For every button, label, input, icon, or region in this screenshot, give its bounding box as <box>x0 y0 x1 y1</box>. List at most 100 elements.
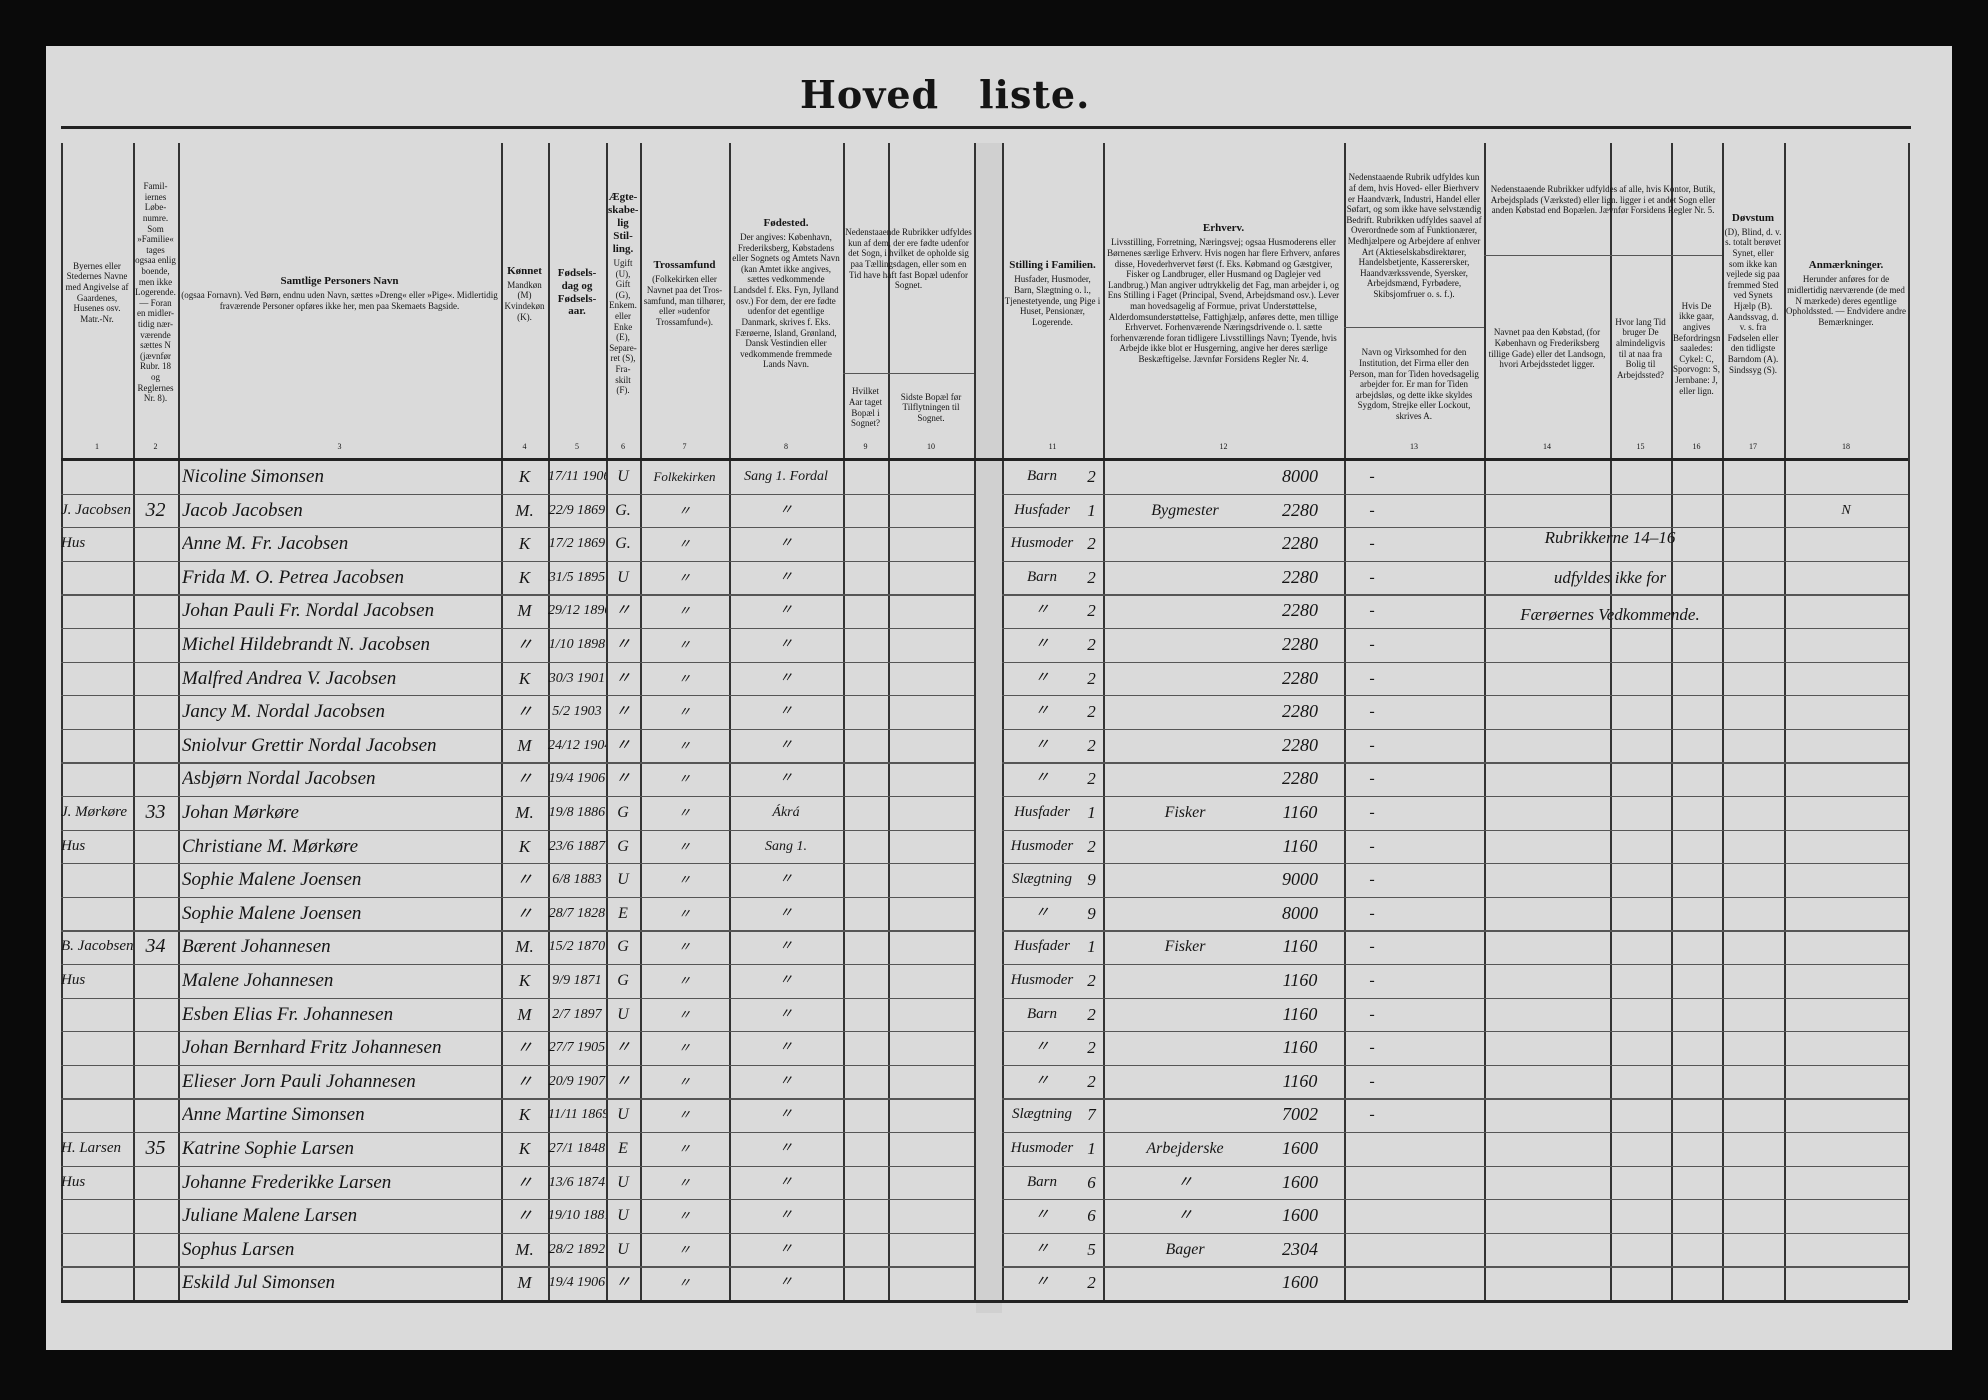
cell-birthplace: 〃 <box>779 670 793 686</box>
column-number: 14 <box>1543 442 1551 451</box>
row-rule <box>1002 628 1908 630</box>
column-header-9: Hvilket Aar taget Bopæl i Sognet? <box>845 377 886 438</box>
cell-faith: 〃 <box>677 805 691 820</box>
cell-born: 22/9 1869 <box>548 502 606 518</box>
column-header-13: Navn og Virksomhed for den Institution, … <box>1346 331 1482 438</box>
page-fold <box>976 143 1002 1313</box>
cell-place: Hus <box>61 535 86 552</box>
cell-remark <box>1784 561 1908 595</box>
cell-faith: 〃 <box>677 939 691 955</box>
row-rule <box>61 964 974 966</box>
cell-name: Malene Johannesen <box>182 970 334 991</box>
cell-faith: 〃 <box>677 1275 691 1291</box>
cell-civil: G. <box>615 535 631 553</box>
cell-remark <box>1784 1132 1908 1166</box>
column-divider <box>1484 143 1486 1300</box>
column-number: 10 <box>927 442 935 451</box>
cell-fam <box>133 729 178 763</box>
cell-fam <box>133 964 178 998</box>
row-rule <box>61 829 974 831</box>
cell-pos_no: 2 <box>1087 735 1096 755</box>
cell-place <box>61 1233 133 1267</box>
cell-civil: 〃 <box>614 736 631 754</box>
cell-position: Barn <box>1027 468 1057 484</box>
column-header-text: (ogsaa Fornavn). Ved Børn, endnu uden Na… <box>181 290 498 311</box>
cell-name: Sophie Malene Joensen <box>182 869 362 891</box>
column-header-text: Der angives: København, Frederiksberg, K… <box>732 232 840 370</box>
column-divider <box>1103 143 1105 1300</box>
column-header-title: Anmærkninger. <box>1808 259 1884 272</box>
cell-fam: 33 <box>145 801 166 823</box>
cell-birthplace: 〃 <box>779 502 793 518</box>
column-divider <box>548 143 550 1300</box>
header-divider <box>1344 327 1484 329</box>
cell-occ_no: 1160 <box>1282 802 1318 822</box>
column-number: 4 <box>522 442 527 451</box>
cell-c13 <box>1344 1166 1400 1200</box>
cell-c13: - <box>1369 468 1375 485</box>
cell-place <box>61 594 133 628</box>
cell-fam: 35 <box>145 1137 166 1159</box>
column-divider <box>843 143 845 1300</box>
table-bottom-rule <box>61 1300 1908 1303</box>
cell-remark <box>1784 1098 1908 1132</box>
cell-name: Malfred Andrea V. Jacobsen <box>182 667 397 689</box>
cell-c13: - <box>1369 1005 1375 1023</box>
column-divider <box>606 143 608 1300</box>
row-rule <box>1002 964 1908 966</box>
row-rule <box>61 930 974 932</box>
cell-faith: 〃 <box>677 502 691 518</box>
cell-faith: 〃 <box>677 1107 691 1123</box>
cell-position: 〃 <box>1034 602 1050 619</box>
column-header-title: Trossamfund <box>653 259 716 272</box>
cell-born: 27/1 1848 <box>548 1141 606 1156</box>
column-divider <box>1784 143 1786 1300</box>
cell-born: 19/4 1906 <box>548 1275 606 1291</box>
column-header-text: Nedenstaaende Rubrik udfyldes kun af dem… <box>1346 172 1482 300</box>
cell-place: Hus <box>61 972 86 988</box>
cell-birthplace: Sang 1. Fordal <box>744 469 828 484</box>
column-number: 5 <box>575 442 579 451</box>
cell-c13: - <box>1369 535 1375 553</box>
column-header-title: Fødested. <box>763 217 809 230</box>
cell-name: Juliane Malene Larsen <box>182 1205 358 1227</box>
column-header-11: Stilling i Familien. Husfader, Husmoder, … <box>1004 147 1101 438</box>
row-rule <box>61 1132 974 1134</box>
cell-name: Johan Mørkøre <box>182 802 299 823</box>
row-rule <box>61 1064 974 1066</box>
cell-pos_no: 1 <box>1087 1139 1096 1158</box>
column-header-text: Ugift (U), Gift (G), Enkem. eller Enke (… <box>609 257 637 396</box>
cell-occupation <box>1110 527 1260 561</box>
cell-c13: - <box>1369 1039 1375 1057</box>
column-number: 8 <box>784 442 788 451</box>
cell-sex: 〃 <box>516 1206 533 1226</box>
row-rule <box>1002 1266 1908 1268</box>
cell-remark <box>1784 1166 1908 1200</box>
column-header-title: Stilling i Familien. <box>1009 259 1096 272</box>
cell-faith: 〃 <box>677 838 691 854</box>
cell-name: Michel Hildebrandt N. Jacobsen <box>182 634 431 655</box>
column-divider <box>1908 143 1910 1300</box>
cell-birthplace: 〃 <box>779 603 793 619</box>
cell-occupation <box>1110 460 1260 494</box>
cell-occupation: Bager <box>1165 1240 1205 1258</box>
cell-birthplace: Ákrá <box>772 805 800 820</box>
cell-sex: 〃 <box>516 635 533 654</box>
column-number: 6 <box>621 442 625 451</box>
column-divider <box>1002 143 1004 1300</box>
cell-birthplace: 〃 <box>779 1141 793 1156</box>
row-rule <box>1002 829 1908 831</box>
cell-faith: 〃 <box>677 973 691 988</box>
cell-civil: 〃 <box>614 770 631 788</box>
cell-place: Hus <box>61 837 86 854</box>
cell-name: Sophus Larsen <box>182 1238 295 1260</box>
cell-remark <box>1784 1199 1908 1233</box>
cell-birthplace: 〃 <box>779 905 793 921</box>
column-divider <box>974 143 976 1300</box>
cell-faith: 〃 <box>677 1040 691 1056</box>
cell-civil: U <box>617 1173 629 1191</box>
cell-sex: 〃 <box>516 870 533 890</box>
column-divider <box>178 143 180 1300</box>
row-rule <box>1002 997 1908 999</box>
row-rule <box>61 594 974 596</box>
